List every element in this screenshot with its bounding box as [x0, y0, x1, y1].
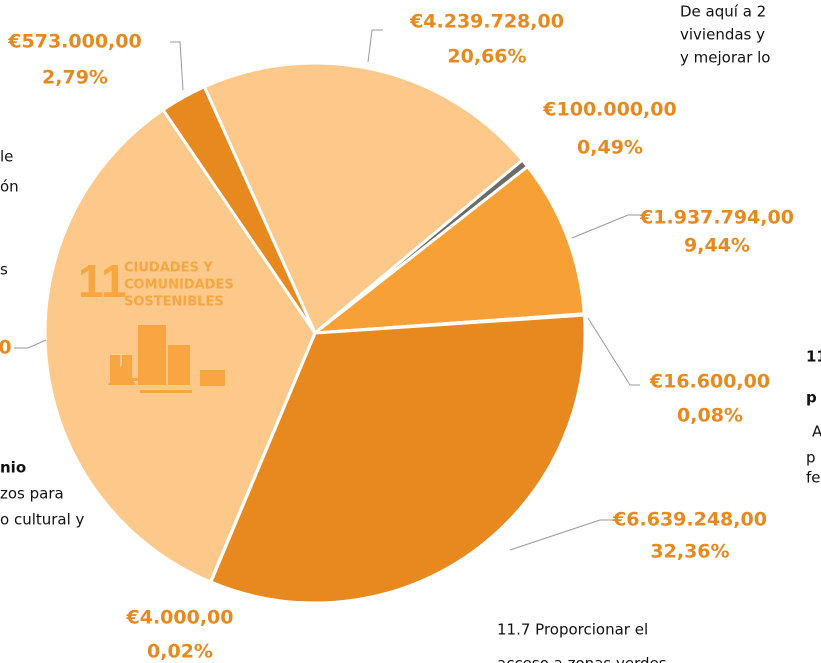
amount-label: €6.639.248,00 — [612, 509, 767, 531]
leader-line — [367, 29, 383, 63]
side-text: A — [812, 423, 821, 441]
amount-label: 0 — [0, 337, 12, 359]
side-text: De aquí a 2 — [680, 3, 766, 21]
side-text: zos para — [0, 485, 64, 503]
icon-shape — [138, 325, 166, 385]
percent-label: 0,02% — [147, 641, 213, 663]
icon-shape — [200, 370, 225, 386]
icon-shape — [110, 355, 120, 380]
amount-label: €4.000,00 — [126, 607, 234, 629]
icon-shape — [108, 365, 136, 385]
icon-shape — [122, 355, 132, 380]
icon-text: CIUDADES Y — [124, 261, 213, 276]
amount-label: €1.937.794,00 — [639, 207, 794, 229]
side-text: o cultural y — [0, 511, 85, 529]
pie-slice — [202, 61, 525, 336]
side-text: viviendas y — [680, 26, 765, 44]
percent-label: 20,66% — [447, 46, 526, 68]
pie-slice — [310, 164, 586, 335]
pie-slice — [208, 313, 587, 605]
side-text: le — [0, 148, 13, 166]
side-text: fe — [806, 469, 821, 487]
percent-label: 9,44% — [684, 235, 750, 257]
pie-slice — [160, 84, 317, 334]
side-text: 11 — [806, 348, 821, 366]
amount-label: €4.239.728,00 — [409, 11, 564, 33]
side-text: p — [806, 449, 816, 467]
amount-label: €16.600,00 — [649, 371, 770, 393]
side-text: 11.7 Proporcionar el — [497, 621, 648, 639]
side-text: y mejorar lo — [680, 49, 770, 67]
leader-line — [170, 41, 184, 91]
icon-text: SOSTENIBLES — [124, 295, 224, 310]
leader-line — [509, 519, 615, 551]
percent-label: 2,79% — [42, 67, 108, 89]
leader-line — [571, 214, 640, 239]
amount-label: €573.000,00 — [7, 31, 141, 53]
side-text: nio — [0, 459, 26, 477]
side-text: s — [0, 261, 8, 279]
leader-line — [14, 339, 47, 349]
leader-line — [587, 317, 640, 386]
side-text: p — [806, 389, 817, 407]
percent-label: 0,08% — [677, 405, 743, 427]
side-text: acceso a zonas verdes — [497, 655, 667, 663]
icon-shape — [168, 345, 190, 385]
percent-label: 32,36% — [650, 541, 729, 563]
icon-text: COMUNIDADES — [124, 278, 234, 293]
icon-number: 11 — [78, 255, 127, 307]
amount-label: €100.000,00 — [542, 99, 676, 121]
side-text: ón — [0, 178, 19, 196]
icon-shape — [140, 390, 192, 393]
percent-label: 0,49% — [577, 137, 643, 159]
